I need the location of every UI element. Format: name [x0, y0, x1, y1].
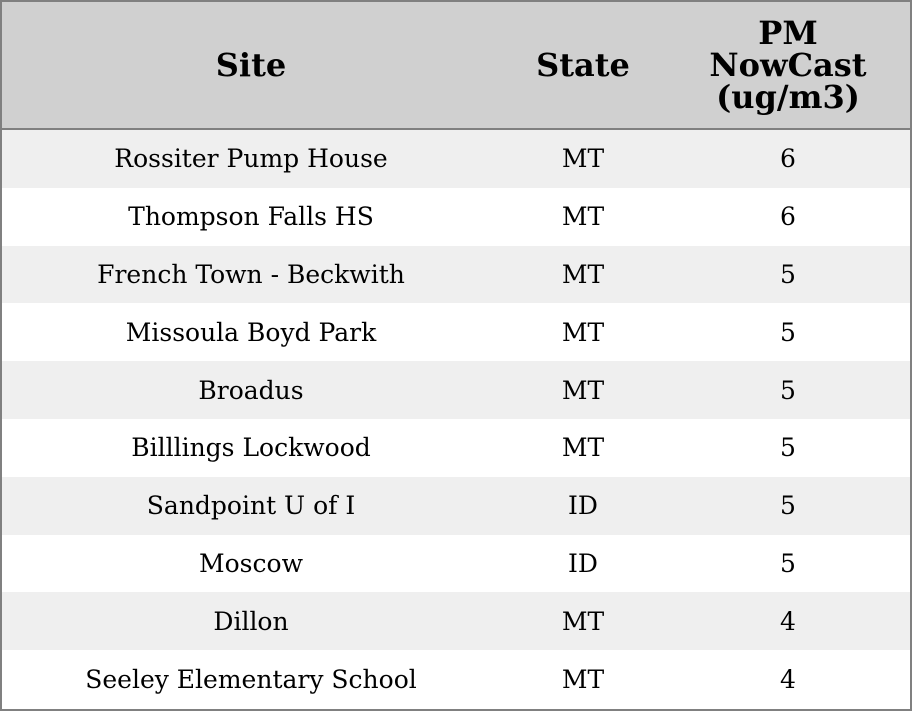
cell-state: ID	[568, 491, 598, 521]
table-row: Seeley Elementary School MT 4	[2, 650, 910, 708]
cell-state: MT	[561, 664, 605, 694]
table-row: Rossiter Pump House MT 6	[2, 129, 910, 188]
cell-site: Moscow	[199, 548, 303, 578]
table-row: Dillon MT 4	[2, 592, 910, 651]
cell-pm-nowcast: 5	[780, 375, 796, 405]
cell-pm-nowcast: 5	[780, 317, 796, 347]
cell-pm-nowcast: 5	[780, 491, 796, 521]
cell-state: MT	[561, 144, 605, 174]
cell-state: MT	[561, 375, 605, 405]
cell-site: Missoula Boyd Park	[125, 317, 377, 347]
cell-pm-nowcast: 5	[780, 259, 796, 289]
header-state: State	[500, 2, 666, 130]
header-pm-nowcast: PM NowCast (ug/m3)	[666, 2, 910, 130]
cell-pm-nowcast: 6	[780, 144, 796, 174]
header-site: Site	[2, 2, 500, 130]
table-row: Moscow ID 5	[2, 534, 910, 593]
cell-site: Sandpoint U of I	[146, 491, 356, 521]
header-pm-line-2: NowCast	[709, 46, 867, 84]
cell-pm-nowcast: 4	[780, 664, 796, 694]
cell-pm-nowcast: 5	[780, 433, 796, 463]
table-row: Billlings Lockwood MT 5	[2, 418, 910, 477]
table-header-row: Site State PM NowCast (ug/m3)	[2, 2, 910, 130]
cell-pm-nowcast: 5	[780, 548, 796, 578]
cell-site: Rossiter Pump House	[114, 144, 388, 174]
cell-pm-nowcast: 6	[780, 202, 796, 232]
table-row: Missoula Boyd Park MT 5	[2, 303, 910, 362]
cell-pm-nowcast: 4	[780, 606, 796, 636]
cell-site: Seeley Elementary School	[85, 664, 417, 694]
table-row: Broadus MT 5	[2, 361, 910, 419]
cell-site: Broadus	[198, 375, 304, 405]
cell-state: MT	[561, 317, 605, 347]
cell-state: MT	[561, 606, 605, 636]
cell-state: MT	[561, 202, 605, 232]
cell-state: MT	[561, 433, 605, 463]
cell-state: MT	[561, 259, 605, 289]
table-row: Thompson Falls HS MT 6	[2, 187, 910, 246]
cell-site: French Town - Beckwith	[97, 259, 405, 289]
header-pm-line-3: (ug/m3)	[716, 78, 860, 116]
table-row: Sandpoint U of I ID 5	[2, 476, 910, 535]
cell-site: Billlings Lockwood	[131, 433, 371, 463]
cell-site: Thompson Falls HS	[128, 202, 374, 232]
cell-site: Dillon	[213, 606, 289, 636]
cell-state: ID	[568, 548, 598, 578]
header-pm-line-1: PM	[758, 14, 818, 52]
table-body: Rossiter Pump House MT 6 Thompson Falls HS M…	[2, 129, 910, 708]
table-row: French Town - Beckwith MT 5	[2, 245, 910, 304]
